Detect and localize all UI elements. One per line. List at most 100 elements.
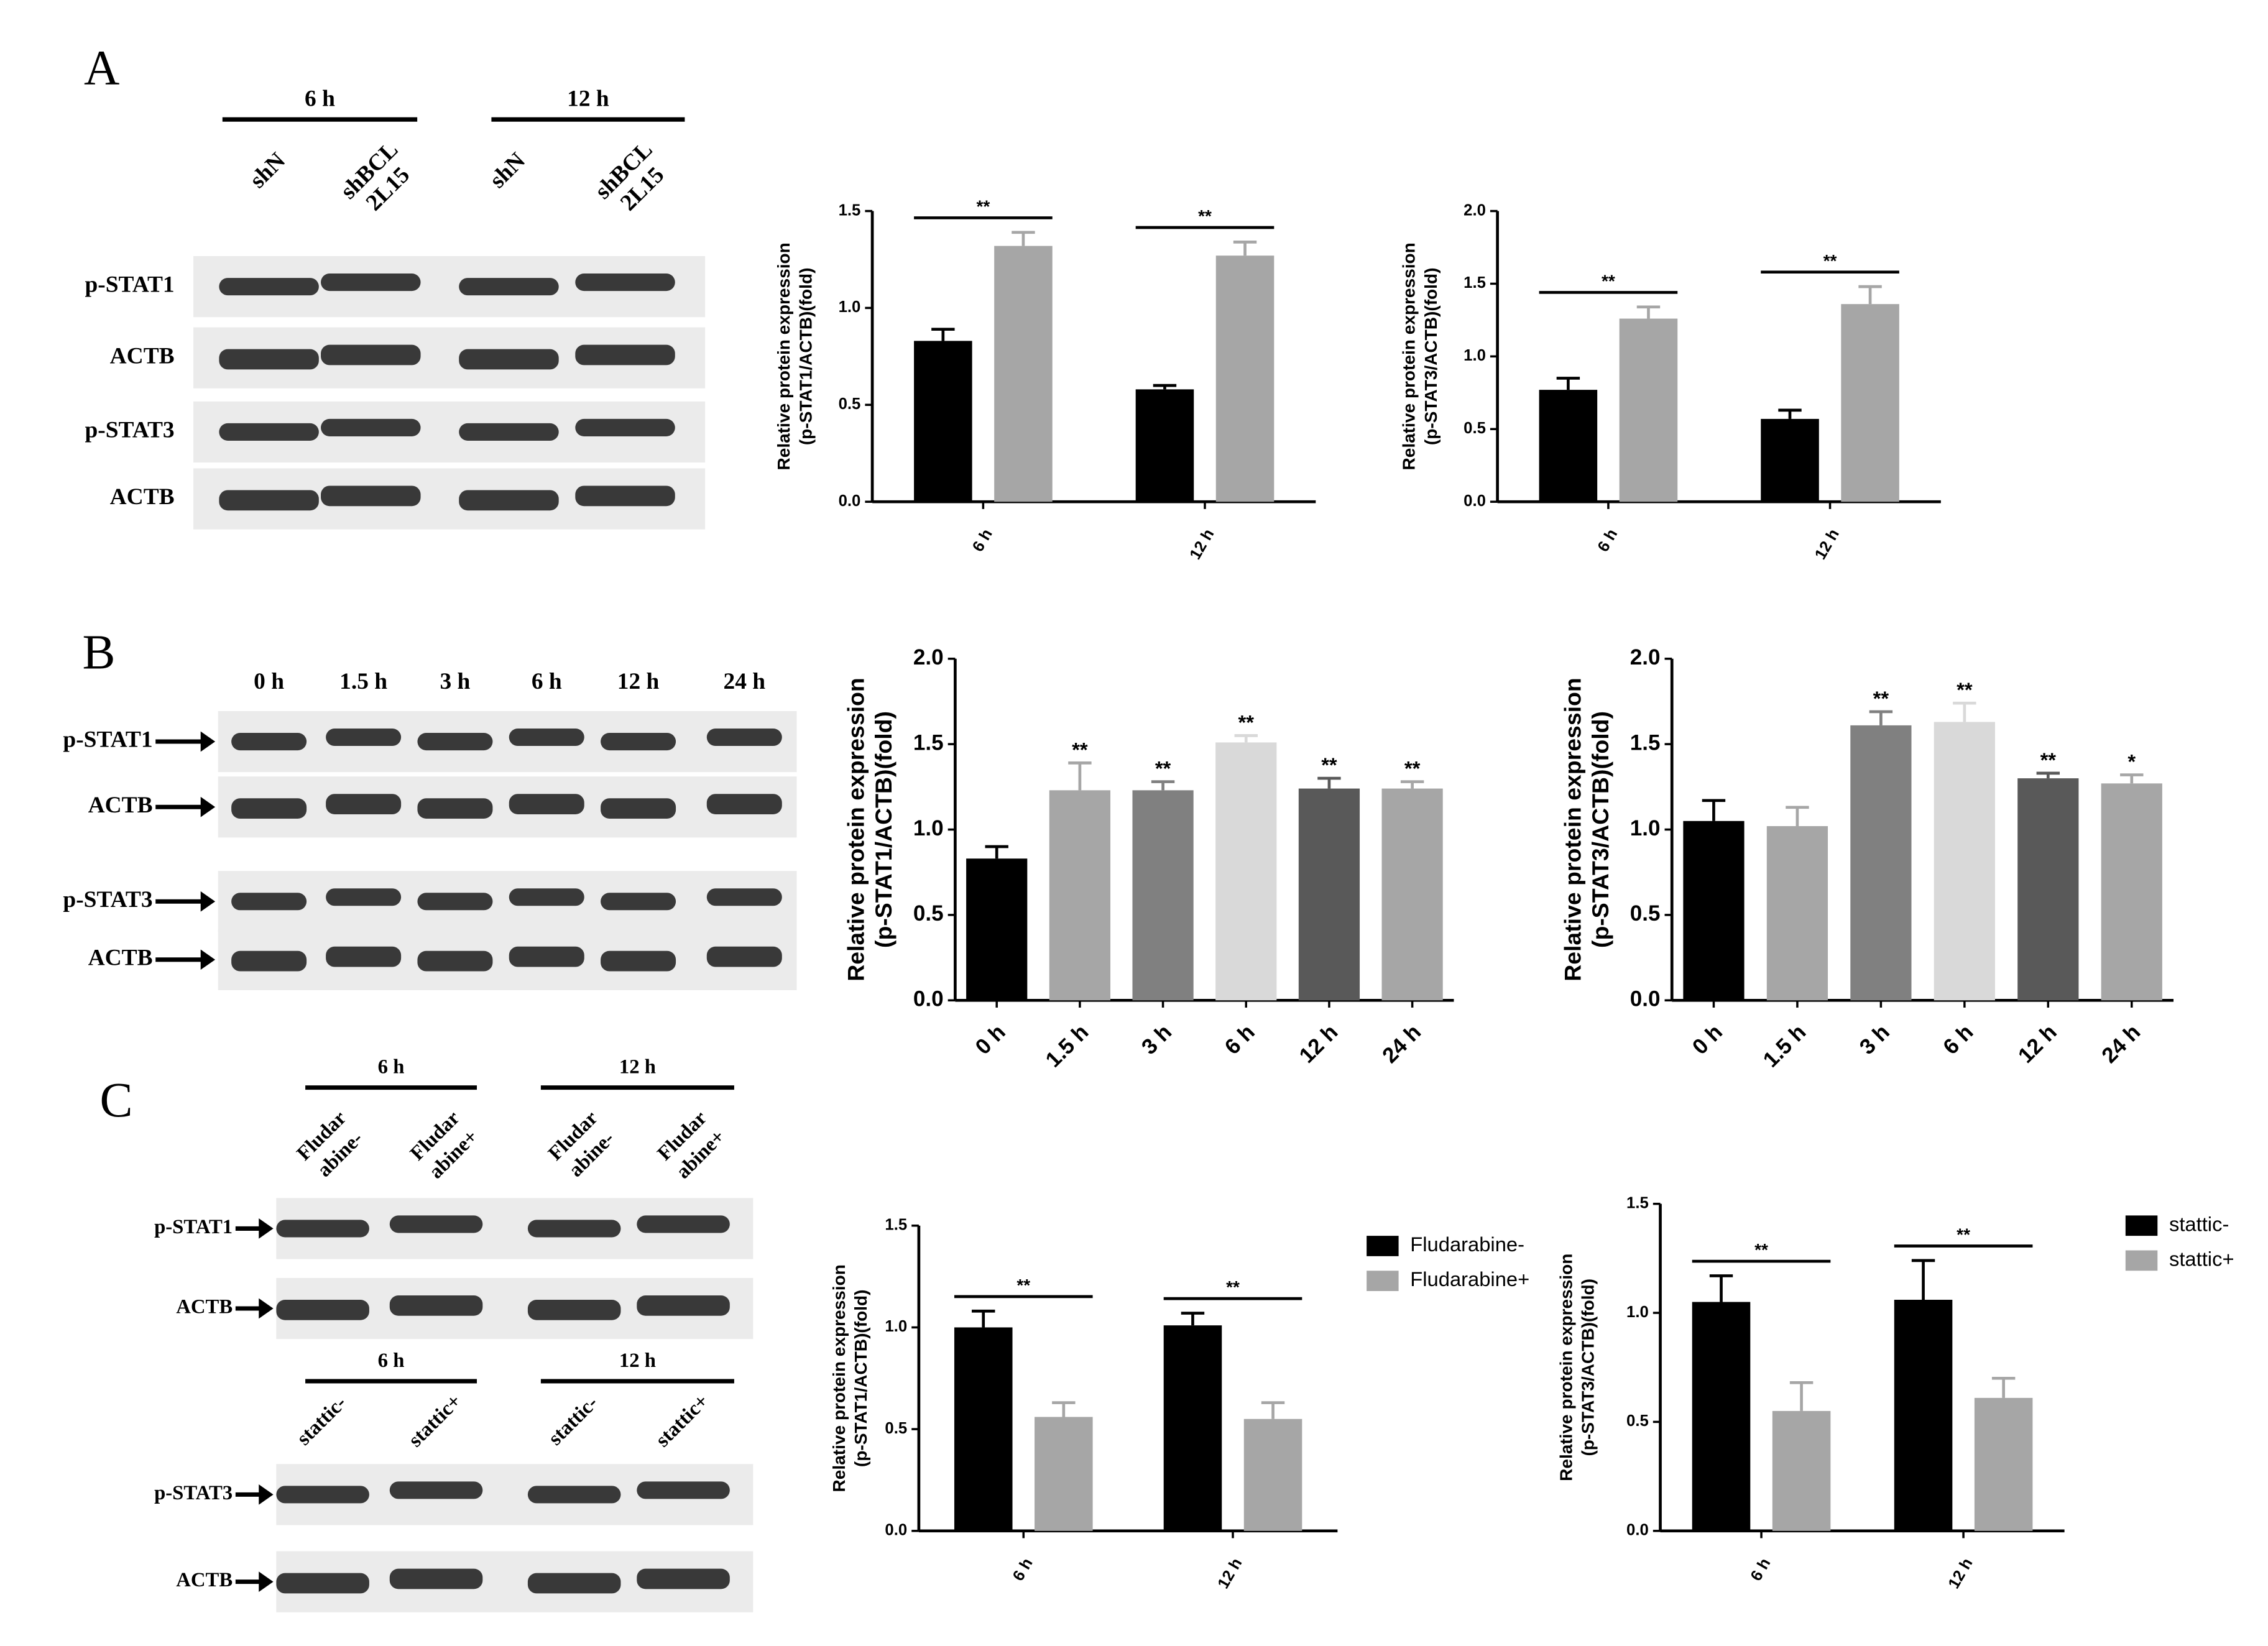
bar bbox=[2017, 778, 2079, 1001]
y-axis-label: (p-STAT3/ACTB)(fold) bbox=[1421, 268, 1441, 446]
bar bbox=[1692, 1302, 1751, 1531]
y-axis-label: Relative protein expression bbox=[774, 242, 793, 470]
row-label: ACTB bbox=[110, 484, 175, 510]
bar bbox=[2101, 783, 2162, 1001]
y-axis-label: (p-STAT1/ACTB)(fold) bbox=[851, 1290, 870, 1468]
bar bbox=[1894, 1300, 1953, 1531]
y-axis-label: (p-STAT3/ACTB)(fold) bbox=[1587, 711, 1613, 948]
significance-label: * bbox=[2127, 750, 2136, 773]
row-label: ACTB bbox=[88, 793, 153, 818]
bar bbox=[1132, 790, 1194, 1001]
row-label: p-STAT3 bbox=[85, 418, 174, 443]
y-axis-label: Relative protein expression bbox=[829, 1264, 849, 1492]
row-label: p-STAT3 bbox=[63, 887, 152, 913]
blot-band bbox=[219, 278, 319, 296]
blot-band bbox=[459, 490, 559, 511]
y-tick-label: 0.5 bbox=[913, 901, 944, 926]
row-label: ACTB bbox=[176, 1569, 233, 1591]
arrow-head bbox=[200, 949, 216, 970]
significance-label: ** bbox=[2040, 748, 2057, 771]
lane-label: shN bbox=[245, 148, 290, 193]
y-axis-label: (p-STAT3/ACTB)(fold) bbox=[1578, 1279, 1597, 1456]
lane-label: stattic- bbox=[544, 1392, 602, 1450]
blot-band bbox=[637, 1481, 730, 1499]
significance-label: ** bbox=[1957, 678, 1973, 701]
y-tick-label: 1.0 bbox=[1626, 1303, 1649, 1321]
significance-label: ** bbox=[1873, 687, 1889, 710]
blot-band bbox=[527, 1220, 621, 1238]
x-tick-label: 12 h bbox=[2014, 1020, 2062, 1068]
blot-strip bbox=[218, 929, 797, 990]
y-tick-label: 1.0 bbox=[1464, 347, 1486, 364]
bar bbox=[914, 341, 972, 502]
x-tick-label: 6 h bbox=[1595, 526, 1621, 554]
y-tick-label: 1.5 bbox=[1464, 274, 1486, 292]
bar bbox=[1381, 788, 1443, 1001]
blot-band bbox=[219, 490, 319, 511]
lane-label: shN bbox=[485, 148, 530, 193]
x-tick-label: 3 h bbox=[1855, 1020, 1894, 1059]
bar bbox=[1243, 1418, 1302, 1531]
blot-band bbox=[231, 798, 307, 819]
blot-band bbox=[276, 1486, 369, 1504]
blot-band bbox=[231, 893, 307, 911]
y-axis-label: Relative protein expression bbox=[1559, 678, 1585, 982]
bar bbox=[1135, 389, 1194, 502]
y-tick-label: 1.5 bbox=[839, 201, 861, 219]
group-label: 12 h bbox=[619, 1056, 656, 1078]
arrow-head bbox=[200, 796, 216, 817]
significance-label: ** bbox=[1321, 753, 1337, 776]
blot-band bbox=[527, 1573, 621, 1594]
x-tick-label: 24 h bbox=[2097, 1020, 2145, 1068]
x-tick-label: 0 h bbox=[1688, 1020, 1727, 1059]
y-axis-label: (p-STAT1/ACTB)(fold) bbox=[796, 268, 815, 446]
y-axis-label: (p-STAT1/ACTB)(fold) bbox=[870, 711, 897, 948]
y-tick-label: 0.0 bbox=[913, 987, 944, 1011]
blot-band bbox=[231, 733, 307, 751]
blot-band bbox=[326, 946, 402, 967]
blot-strip bbox=[218, 776, 797, 838]
significance-label: ** bbox=[1957, 1225, 1970, 1244]
significance-label: ** bbox=[1198, 206, 1212, 226]
bar bbox=[1163, 1325, 1222, 1531]
y-tick-label: 0.0 bbox=[885, 1522, 907, 1539]
y-tick-label: 0.5 bbox=[1626, 1412, 1649, 1430]
bar bbox=[966, 858, 1028, 1001]
row-label: p-STAT1 bbox=[63, 727, 152, 753]
blot-band bbox=[575, 274, 675, 292]
group-label: 12 h bbox=[567, 86, 609, 111]
blot-band bbox=[276, 1220, 369, 1238]
y-tick-label: 1.0 bbox=[913, 816, 944, 840]
blot-band bbox=[389, 1568, 483, 1589]
blot-band bbox=[601, 733, 676, 751]
y-tick-label: 0.5 bbox=[1630, 901, 1661, 926]
significance-label: ** bbox=[1602, 271, 1615, 290]
lane-label: stattic+ bbox=[404, 1390, 466, 1451]
blot-band bbox=[417, 893, 493, 911]
blot-band bbox=[637, 1295, 730, 1316]
blot-band bbox=[706, 946, 782, 967]
lane-label: 1.5 h bbox=[339, 669, 387, 694]
bar bbox=[1934, 722, 1995, 1001]
panel-label: A bbox=[84, 41, 119, 96]
y-axis-label: Relative protein expression bbox=[1399, 242, 1419, 470]
legend-swatch bbox=[2125, 1250, 2158, 1271]
blot-band bbox=[527, 1300, 621, 1320]
blot-band bbox=[637, 1215, 730, 1233]
lane-label: stattic- bbox=[293, 1392, 351, 1450]
blot-band bbox=[459, 349, 559, 370]
x-tick-label: 12 h bbox=[1945, 1555, 1976, 1592]
y-tick-label: 2.0 bbox=[913, 645, 944, 669]
blot-band bbox=[321, 418, 421, 436]
group-label: 12 h bbox=[619, 1349, 656, 1372]
bar bbox=[994, 246, 1053, 502]
blot-band bbox=[509, 888, 584, 906]
x-tick-label: 6 h bbox=[1748, 1555, 1774, 1584]
x-tick-label: 1.5 h bbox=[1758, 1020, 1810, 1072]
blot-band bbox=[527, 1486, 621, 1504]
arrow-head bbox=[200, 891, 216, 912]
blot-band bbox=[575, 418, 675, 436]
blot-band bbox=[601, 798, 676, 819]
blot-band bbox=[219, 349, 319, 370]
